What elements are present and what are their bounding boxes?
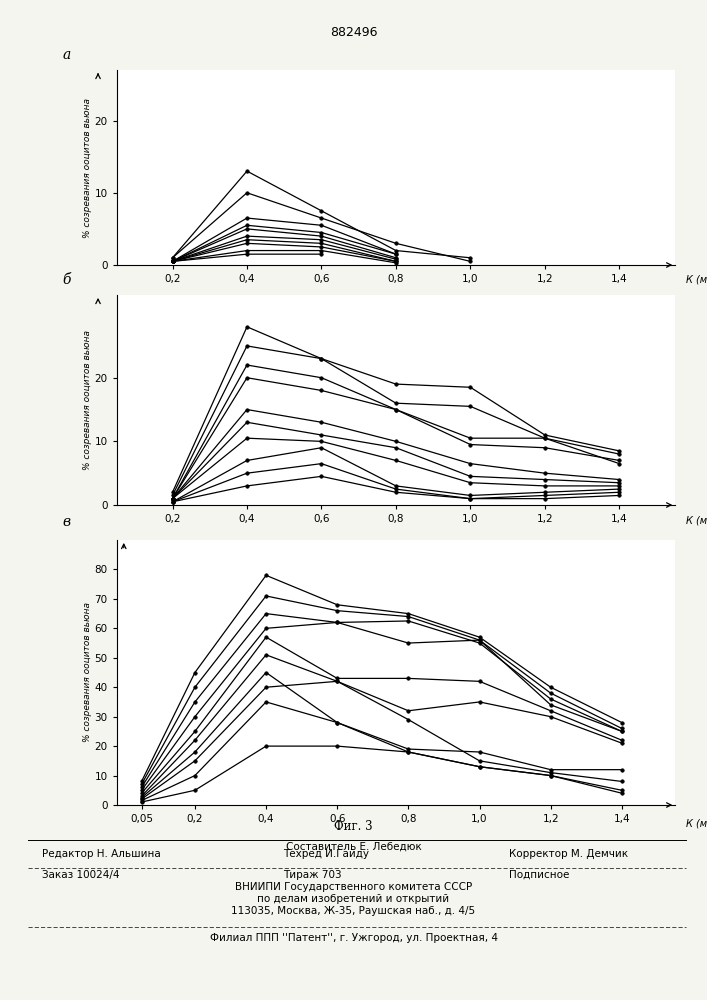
Text: 113035, Москва, Ж-35, Раушская наб., д. 4/5: 113035, Москва, Ж-35, Раушская наб., д. … xyxy=(231,906,476,916)
Y-axis label: % созревания ооцитов вьюна: % созревания ооцитов вьюна xyxy=(83,330,92,470)
Text: К (ме/мл): К (ме/мл) xyxy=(686,516,707,526)
Text: Редактор Н. Альшина: Редактор Н. Альшина xyxy=(42,849,161,859)
Text: Заказ 10024/4: Заказ 10024/4 xyxy=(42,870,120,880)
Text: К (ме/мл): К (ме/мл) xyxy=(686,275,707,285)
Text: Техред И.Гайду: Техред И.Гайду xyxy=(283,849,369,859)
Y-axis label: % созревания ооцитов вьюна: % созревания ооцитов вьюна xyxy=(83,602,92,742)
Text: б: б xyxy=(62,273,71,287)
Text: ВНИИПИ Государственного комитета СССР: ВНИИПИ Государственного комитета СССР xyxy=(235,882,472,892)
Text: Филиал ППП ''Патент'', г. Ужгород, ул. Проектная, 4: Филиал ППП ''Патент'', г. Ужгород, ул. П… xyxy=(209,933,498,943)
Text: Тираж 703: Тираж 703 xyxy=(283,870,341,880)
Y-axis label: % созревания ооцитов вьюна: % созревания ооцитов вьюна xyxy=(83,98,92,237)
Text: в: в xyxy=(62,515,71,529)
Text: Корректор М. Демчик: Корректор М. Демчик xyxy=(509,849,628,859)
Text: 882496: 882496 xyxy=(329,25,378,38)
Text: К (ме/мл): К (ме/мл) xyxy=(686,818,707,828)
Text: Подписное: Подписное xyxy=(509,870,569,880)
Text: по делам изобретений и открытий: по делам изобретений и открытий xyxy=(257,894,450,904)
Text: Составитель Е. Лебедюк: Составитель Е. Лебедюк xyxy=(286,842,421,852)
Text: а: а xyxy=(62,48,71,62)
Text: Фиг. 3: Фиг. 3 xyxy=(334,820,373,832)
